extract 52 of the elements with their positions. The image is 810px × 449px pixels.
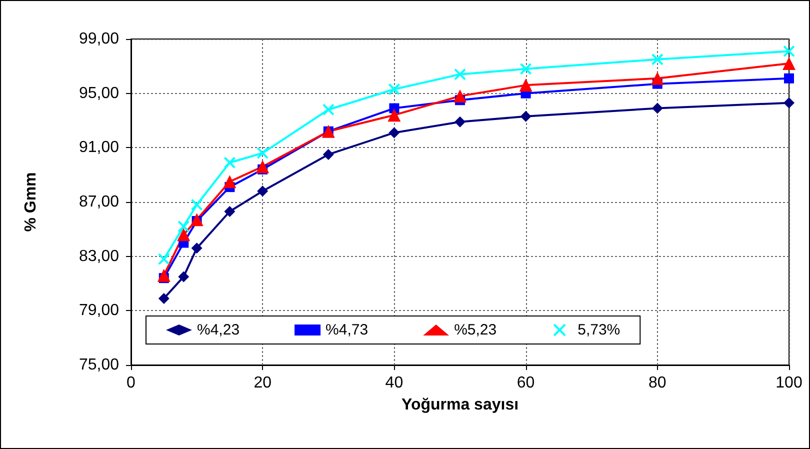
x-tick-label: 100 [776,374,802,392]
legend-label: %5,23 [454,322,497,338]
point [157,268,170,282]
point [158,292,170,304]
point [650,72,664,85]
point [224,206,236,218]
point [519,78,532,92]
point [454,68,466,80]
point [190,213,204,226]
x-tick-label: 60 [516,374,535,392]
point [388,83,400,96]
x-axis-title: Yoğurma sayısı [401,396,519,414]
point [652,102,663,114]
legend-label: 5,73% [578,322,620,338]
point [784,73,794,84]
point [454,116,466,128]
point [224,156,236,169]
legend-label: %4,23 [197,322,240,338]
point [158,253,170,266]
point [520,110,532,122]
point [388,127,400,138]
point [257,186,268,197]
point [178,220,190,232]
point [454,90,466,103]
x-tick-label: 20 [254,374,272,392]
x-tick-label: 0 [126,374,136,392]
x-tick-label: 40 [385,374,404,392]
point [782,56,796,70]
y-tick-label: 91,00 [78,139,120,156]
y-axis-title: % Gmm [22,172,40,232]
point [784,97,794,108]
point [177,228,190,242]
x-tick-label: 80 [648,374,666,392]
point [223,175,236,188]
point [256,147,269,160]
point [651,53,664,66]
point [191,242,202,254]
point [190,198,203,211]
point [520,62,532,75]
y-tick-label: 75,00 [78,356,120,374]
point [388,108,401,122]
point [178,271,190,282]
point [783,45,795,58]
y-tick-label: 79,00 [78,302,120,320]
point [256,160,270,174]
point [322,104,334,116]
y-tick-label: 83,00 [78,248,120,265]
y-tick-label: 87,00 [78,194,120,210]
y-tick-label: 95,00 [78,84,120,102]
point [322,148,334,160]
y-tick-label: 99,00 [78,30,120,48]
legend-label: %4,73 [326,322,368,338]
